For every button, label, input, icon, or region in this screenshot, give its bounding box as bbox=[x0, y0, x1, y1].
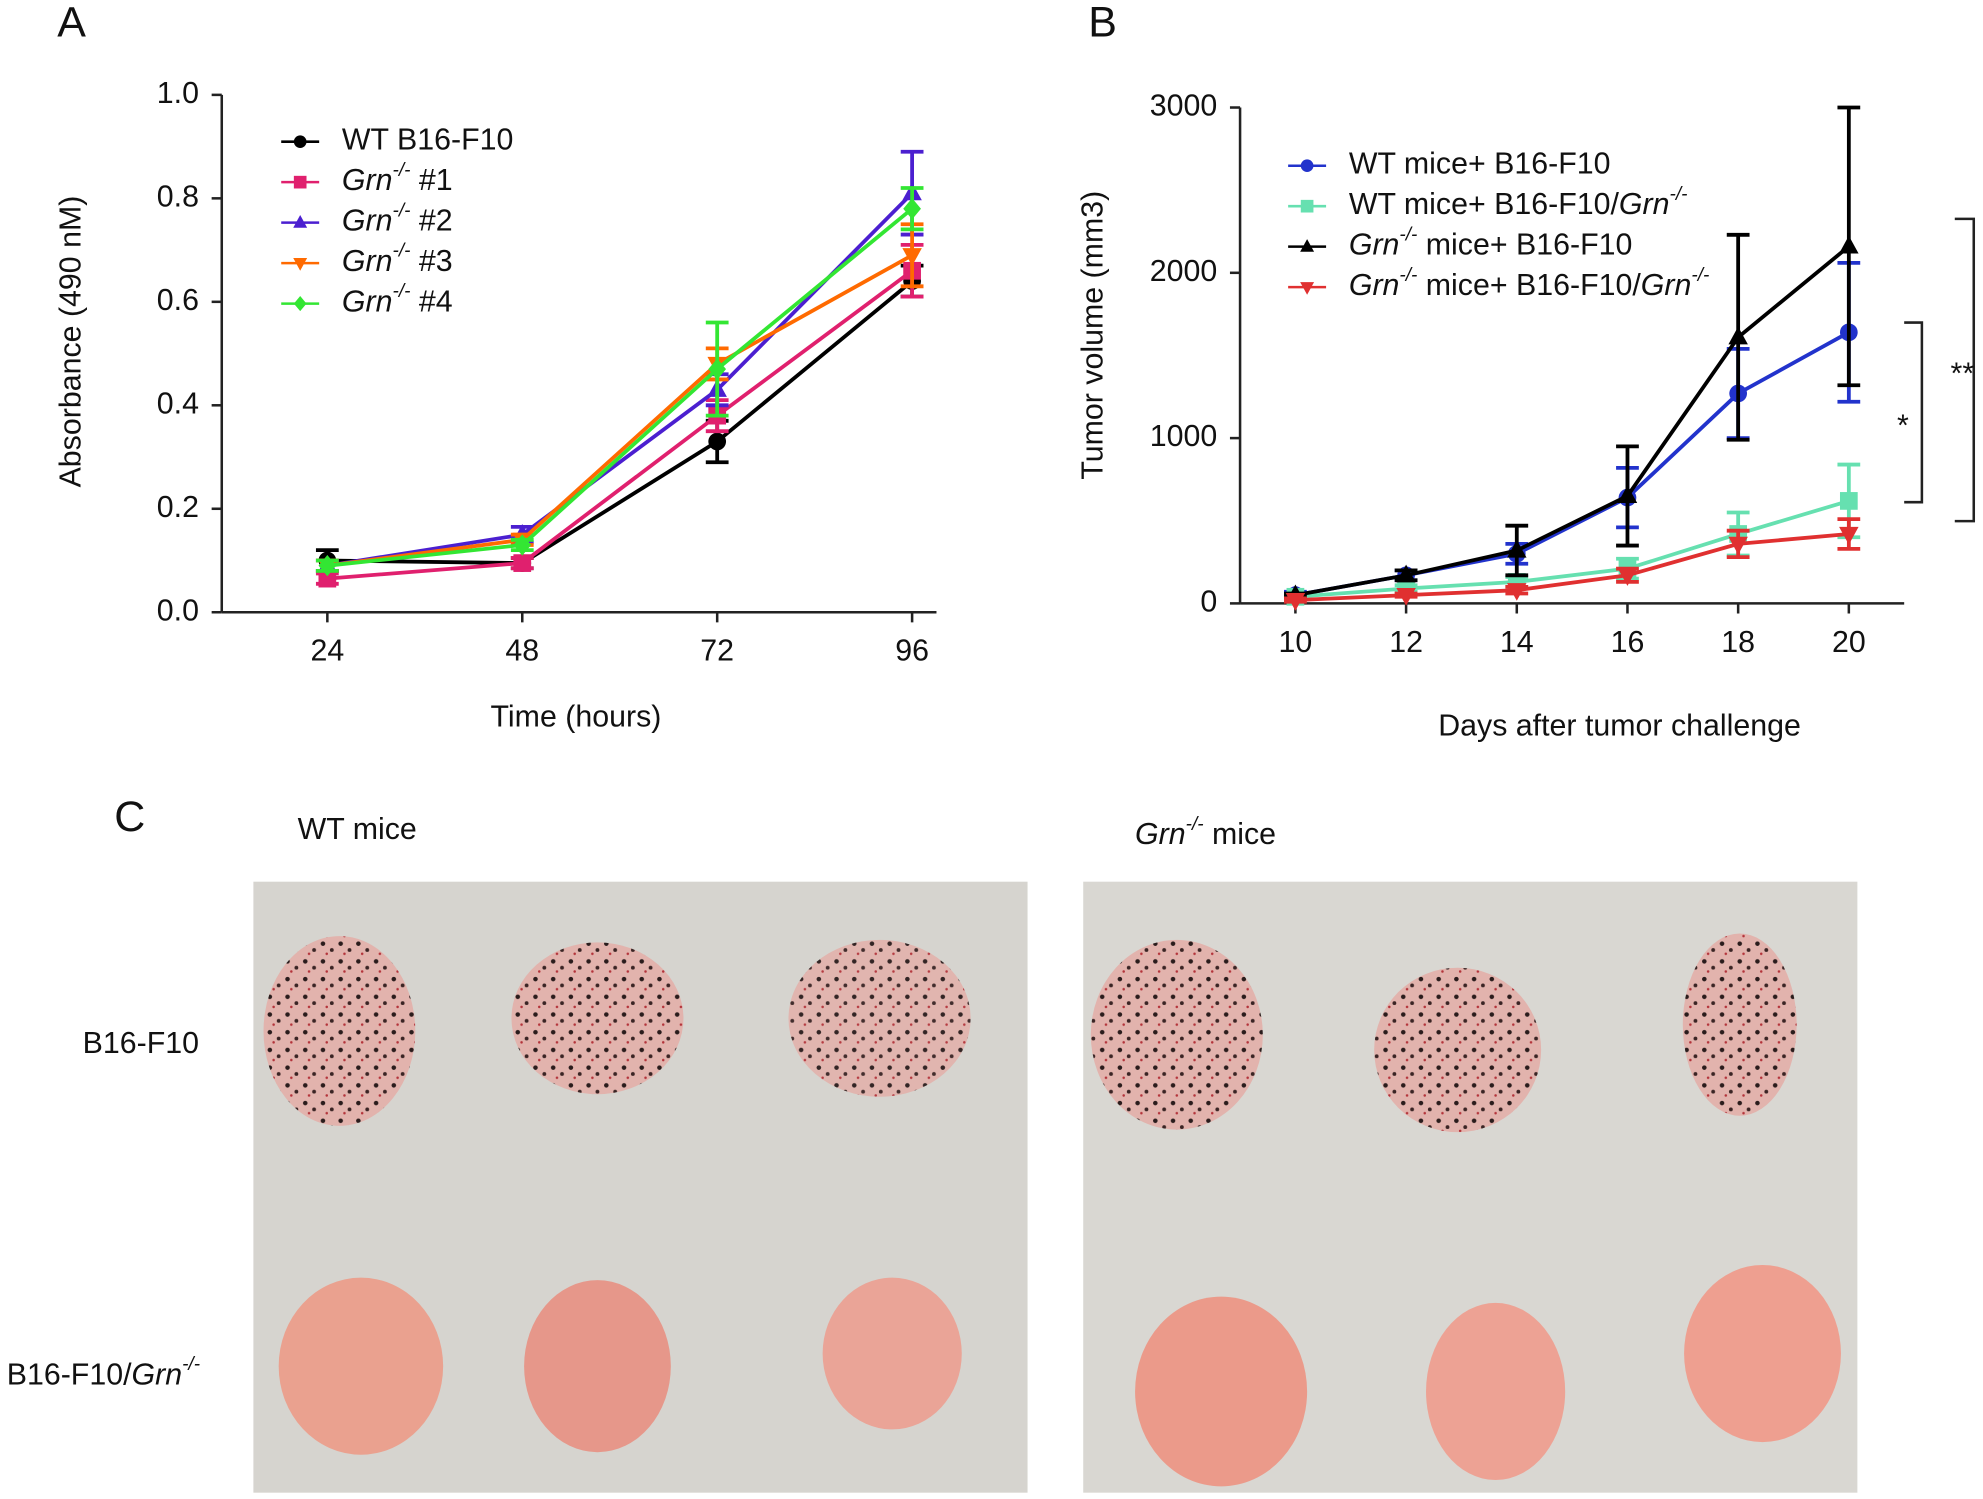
marker bbox=[1839, 526, 1859, 545]
marker bbox=[1617, 485, 1638, 504]
x-tick-label: 96 bbox=[895, 635, 929, 668]
marker bbox=[318, 555, 337, 577]
series-line bbox=[1295, 330, 1850, 597]
legend-marker bbox=[1300, 282, 1315, 295]
series-line bbox=[327, 253, 914, 568]
marker bbox=[318, 569, 337, 588]
legend-label: WT mice+ B16-F10 bbox=[1349, 148, 1611, 181]
legend-label: WT mice+ B16-F10/Grn-/- bbox=[1349, 184, 1688, 221]
marker bbox=[1285, 593, 1306, 611]
legend-label: Grn-/- #2 bbox=[342, 200, 453, 237]
series-line bbox=[327, 207, 914, 568]
column-label: WT mice bbox=[298, 813, 417, 846]
significance-label: ** bbox=[1951, 358, 1975, 391]
legend-marker bbox=[1300, 199, 1314, 213]
legend-marker bbox=[293, 135, 307, 149]
significance-bracket bbox=[1904, 321, 1924, 504]
marker bbox=[1396, 564, 1416, 583]
marker bbox=[1839, 492, 1858, 510]
marker bbox=[1728, 326, 1748, 345]
y-tick-label: 1.0 bbox=[157, 77, 199, 110]
legend-label: Grn-/- mice+ B16-F10/Grn-/- bbox=[1349, 265, 1709, 302]
legend-marker bbox=[1300, 159, 1314, 173]
marker bbox=[1507, 583, 1527, 601]
marker bbox=[903, 198, 921, 220]
y-tick-label: 2000 bbox=[1150, 255, 1218, 288]
x-tick-label: 72 bbox=[700, 635, 734, 668]
marker bbox=[1617, 568, 1638, 586]
x-axis-label: Days after tumor challenge bbox=[1438, 709, 1801, 742]
legend-label: Grn-/- #4 bbox=[342, 281, 453, 318]
y-axis-label: Absorbance (490 nM) bbox=[55, 196, 88, 488]
row-label: B16-F10/Grn-/- bbox=[7, 1354, 200, 1391]
marker bbox=[513, 554, 532, 572]
row-label: B16-F10 bbox=[83, 1027, 199, 1060]
x-tick-label: 24 bbox=[310, 635, 344, 668]
legend-label: WT B16-F10 bbox=[342, 124, 513, 157]
marker bbox=[708, 358, 727, 380]
x-tick-label: 20 bbox=[1832, 626, 1866, 659]
y-tick-label: 3000 bbox=[1150, 90, 1218, 123]
x-tick-label: 10 bbox=[1279, 626, 1313, 659]
y-tick-label: 0.6 bbox=[157, 284, 199, 317]
panel-label: C bbox=[114, 793, 145, 841]
significance-label: * bbox=[1897, 410, 1909, 443]
marker bbox=[1507, 539, 1527, 558]
panel-label: B bbox=[1088, 0, 1117, 47]
marker bbox=[902, 248, 922, 266]
y-axis-label: Tumor volume (mm3) bbox=[1077, 191, 1110, 480]
panel-label: A bbox=[57, 0, 86, 47]
legend-marker bbox=[293, 215, 308, 228]
series-line bbox=[1295, 244, 1851, 597]
series-line bbox=[1295, 499, 1850, 599]
column-label: Grn-/- mice bbox=[1135, 814, 1276, 851]
x-tick-label: 48 bbox=[505, 635, 539, 668]
marker bbox=[1396, 588, 1416, 606]
x-tick-label: 18 bbox=[1721, 626, 1755, 659]
legend-marker bbox=[1300, 239, 1315, 252]
x-tick-label: 16 bbox=[1611, 626, 1645, 659]
y-tick-label: 0 bbox=[1200, 585, 1217, 618]
x-tick-label: 14 bbox=[1500, 626, 1534, 659]
marker bbox=[1839, 235, 1859, 254]
y-tick-label: 0.2 bbox=[157, 491, 199, 524]
marker bbox=[513, 534, 532, 556]
series-line bbox=[1295, 532, 1850, 602]
legend-label: Grn-/- #3 bbox=[342, 241, 453, 278]
series-line bbox=[327, 269, 914, 581]
y-tick-label: 0.0 bbox=[157, 594, 199, 627]
marker bbox=[708, 432, 727, 451]
legend-label: Grn-/- mice+ B16-F10 bbox=[1349, 224, 1633, 261]
marker bbox=[1728, 536, 1748, 555]
x-axis-label: Time (hours) bbox=[491, 701, 662, 734]
significance-bracket bbox=[1954, 217, 1976, 523]
legend-label: Grn-/- #1 bbox=[342, 160, 453, 197]
series-line bbox=[327, 191, 914, 568]
legend-marker bbox=[293, 296, 307, 312]
x-tick-label: 12 bbox=[1389, 626, 1423, 659]
photo bbox=[253, 881, 1858, 1493]
series-line bbox=[327, 279, 914, 566]
y-tick-label: 0.8 bbox=[157, 180, 199, 213]
y-tick-label: 1000 bbox=[1150, 420, 1218, 453]
legend-marker bbox=[293, 175, 307, 189]
legend-marker bbox=[293, 258, 308, 271]
y-tick-label: 0.4 bbox=[157, 387, 199, 420]
